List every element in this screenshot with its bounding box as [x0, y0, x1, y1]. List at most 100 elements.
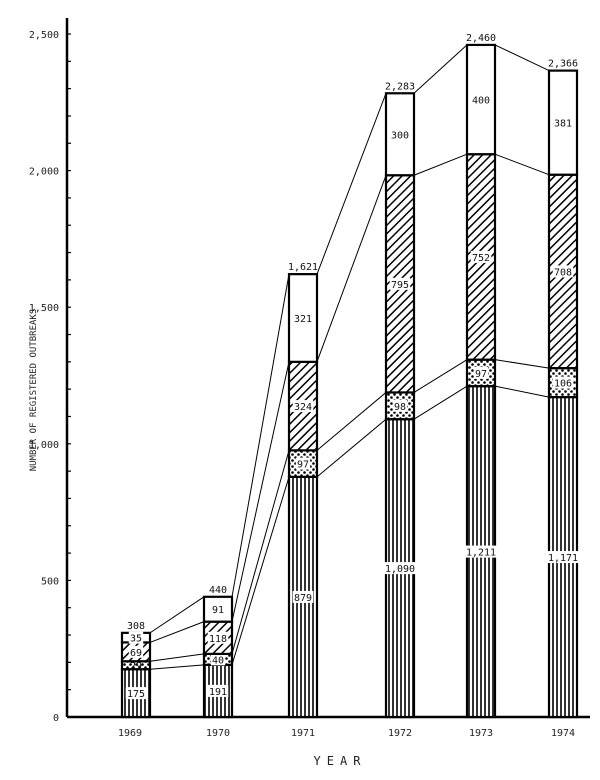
connector-line: [413, 153, 468, 176]
label-bg: [389, 128, 411, 141]
segment-value-label: 321: [294, 314, 312, 325]
connector-line: [231, 450, 290, 655]
segment-value-label: 91: [212, 605, 224, 616]
y-tick-label: 2,500: [29, 30, 59, 41]
label-bg: [464, 545, 498, 558]
bar-total-label: 2,366: [548, 59, 578, 70]
x-tick-label: 1974: [551, 728, 575, 739]
bar-1970: 191 40 118 91 440: [202, 585, 234, 719]
label-bg: [383, 562, 417, 575]
x-tick-label: 1970: [206, 728, 230, 739]
segment-value-label: 35: [130, 634, 142, 645]
segment-value-label: 191: [209, 687, 227, 698]
connector-line: [494, 153, 550, 176]
segment-value-label: 400: [472, 96, 490, 107]
bar-1973: 1,211 97 752 400 2,460: [464, 33, 498, 719]
segment-value-label: 795: [391, 280, 409, 291]
connector-line: [494, 44, 550, 72]
segment-value-label: 98: [394, 402, 406, 413]
bar-1971: 879 97 324 321 1,621: [287, 262, 319, 719]
segment-value-label: 175: [127, 689, 145, 700]
segment-value-label: 106: [554, 379, 572, 390]
segment-value-label: 29: [130, 661, 142, 672]
segment-value-label: 752: [472, 253, 490, 264]
segment-value-label: 69: [130, 648, 142, 659]
connector-line: [231, 476, 290, 665]
connector-line: [231, 361, 290, 622]
label-bg: [552, 116, 574, 129]
y-tick-label: 0: [53, 713, 59, 724]
label-bg: [207, 684, 229, 697]
bar-total-label: 1,621: [288, 262, 318, 273]
segment-value-label: 40: [212, 655, 224, 666]
bar-total-label: 440: [209, 585, 227, 596]
connector-line: [494, 385, 550, 398]
label-bg: [552, 376, 574, 389]
label-bg: [128, 645, 144, 658]
y-tick-label: 500: [41, 576, 59, 587]
y-tick-label: 2,000: [29, 167, 59, 178]
connector-line: [413, 359, 468, 393]
label-bg: [473, 366, 489, 379]
label-bg: [125, 687, 147, 700]
label-bg: [546, 551, 580, 564]
label-bg: [470, 250, 492, 263]
connector-line: [413, 385, 468, 420]
connector-line: [413, 44, 468, 94]
label-bg: [292, 311, 314, 324]
connector-line: [494, 359, 550, 369]
x-tick-label: 1969: [118, 728, 142, 739]
label-bg: [128, 631, 144, 644]
segment-value-label: 118: [209, 634, 227, 645]
label-bg: [292, 590, 314, 603]
bar-segment: [465, 358, 497, 388]
label-bg: [389, 277, 411, 290]
bar-1974: 1,171 106 708 381 2,366: [546, 59, 580, 719]
connector-line: [149, 664, 205, 670]
connector-line: [316, 175, 387, 363]
bar-total-label: 2,283: [385, 81, 415, 92]
label-bg: [210, 603, 226, 616]
x-tick-label: 1972: [388, 728, 412, 739]
label-bg: [207, 631, 229, 644]
label-bg: [470, 93, 492, 106]
connector-lines: [149, 44, 550, 670]
segment-value-label: 97: [475, 369, 487, 380]
bar-segment: [384, 391, 416, 421]
x-tick-label: 1971: [291, 728, 315, 739]
bar-1972: 1,090 98 795 300 2,283: [383, 81, 417, 719]
segment-value-label: 324: [294, 402, 312, 413]
bar-total-label: 2,460: [466, 33, 496, 44]
label-bg: [292, 400, 314, 413]
segment-value-label: 300: [391, 130, 409, 141]
label-bg: [295, 457, 311, 470]
connector-line: [316, 418, 387, 478]
connector-line: [316, 93, 387, 275]
segment-value-label: 879: [294, 593, 312, 604]
connector-line: [231, 274, 290, 597]
segment-value-label: 708: [554, 267, 572, 278]
bar-segment: [287, 449, 319, 478]
connector-line: [149, 653, 205, 662]
segment-value-label: 1,211: [466, 548, 496, 559]
bar-total-label: 308: [127, 621, 145, 632]
connector-line: [149, 596, 205, 634]
segment-value-label: 1,171: [548, 553, 578, 564]
x-axis-label: YEAR: [314, 754, 367, 768]
connector-line: [316, 392, 387, 451]
connector-line: [149, 621, 205, 643]
bar-1969: 175 29 69 35 308: [120, 621, 152, 719]
x-tick-label: 1973: [469, 728, 493, 739]
label-bg: [210, 653, 226, 666]
bars: 175 29 69 35 308 191 40 118 91 440 879 97 324 321 1,62…: [120, 33, 580, 719]
axes: 0 500 1,000 1,500 2,000 2,500 1969 1970 1971 1972…: [29, 18, 590, 739]
segment-value-label: 381: [554, 119, 572, 130]
y-axis-label: NUMBER OF REGISTERED OUTBREAKS: [29, 309, 39, 472]
label-bg: [552, 265, 574, 278]
label-bg: [392, 399, 408, 412]
segment-value-label: 97: [297, 460, 309, 471]
y-tick-label: 1,000: [29, 440, 59, 451]
segment-value-label: 1,090: [385, 564, 415, 575]
y-tick-label: 1,500: [29, 303, 59, 314]
